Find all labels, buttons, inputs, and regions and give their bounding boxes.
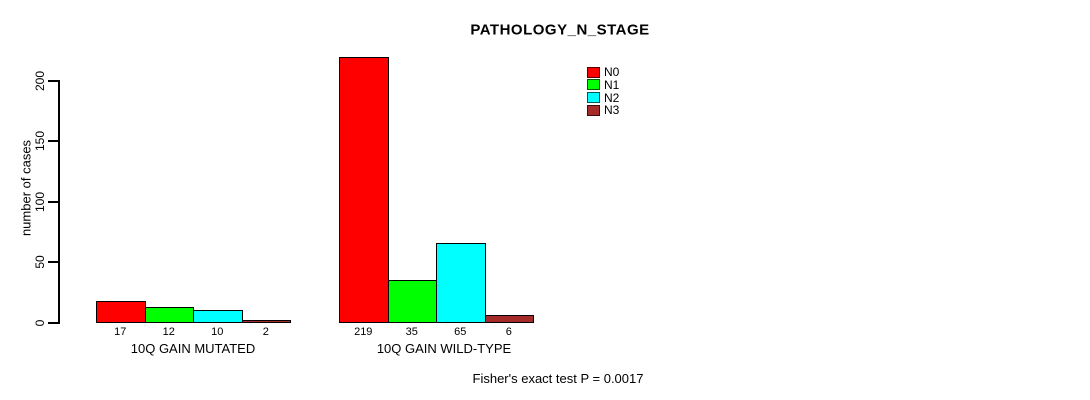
stat-annotation: Fisher's exact test P = 0.0017	[472, 371, 644, 386]
chart-title: PATHOLOGY_N_STAGE	[470, 21, 650, 39]
bar-n2	[193, 309, 243, 323]
bar-n0	[339, 56, 389, 323]
legend-swatch	[587, 92, 600, 104]
y-tick-label: 50	[33, 255, 47, 270]
bar-n0	[96, 301, 146, 323]
bar-n3	[241, 319, 291, 323]
bar-value-label: 65	[454, 326, 467, 338]
bar-n1	[387, 279, 437, 323]
y-tick	[48, 261, 58, 264]
legend-swatch	[587, 104, 600, 116]
y-tick-label: 100	[33, 191, 47, 212]
y-tick-label: 200	[33, 70, 47, 91]
x-category-label: 10Q GAIN MUTATED	[130, 341, 256, 356]
bar-value-label: 35	[405, 326, 418, 338]
y-tick	[48, 200, 58, 203]
legend-label: N2	[604, 90, 620, 105]
bar-value-label: 219	[354, 326, 373, 338]
y-tick	[48, 322, 58, 324]
legend-swatch	[587, 66, 600, 78]
bar-n1	[144, 307, 194, 323]
bar-value-label: 6	[505, 326, 512, 338]
legend-label: N1	[604, 77, 620, 92]
y-tick-label: 0	[33, 319, 47, 327]
x-category-label: 10Q GAIN WILD-TYPE	[376, 341, 512, 356]
bar-n3	[484, 314, 534, 323]
y-axis-line	[58, 79, 60, 324]
bar-value-label: 2	[262, 326, 269, 338]
legend-swatch	[587, 79, 600, 91]
y-tick	[48, 140, 58, 143]
y-tick	[48, 79, 58, 82]
legend-label: N0	[604, 65, 620, 79]
y-axis-title: number of cases	[18, 139, 34, 237]
y-tick-label: 150	[33, 131, 47, 152]
bar-value-label: 17	[114, 326, 127, 338]
legend-label: N3	[604, 103, 620, 118]
bar-n2	[436, 243, 486, 323]
bar-value-label: 12	[162, 326, 175, 338]
bar-value-label: 10	[211, 326, 224, 338]
